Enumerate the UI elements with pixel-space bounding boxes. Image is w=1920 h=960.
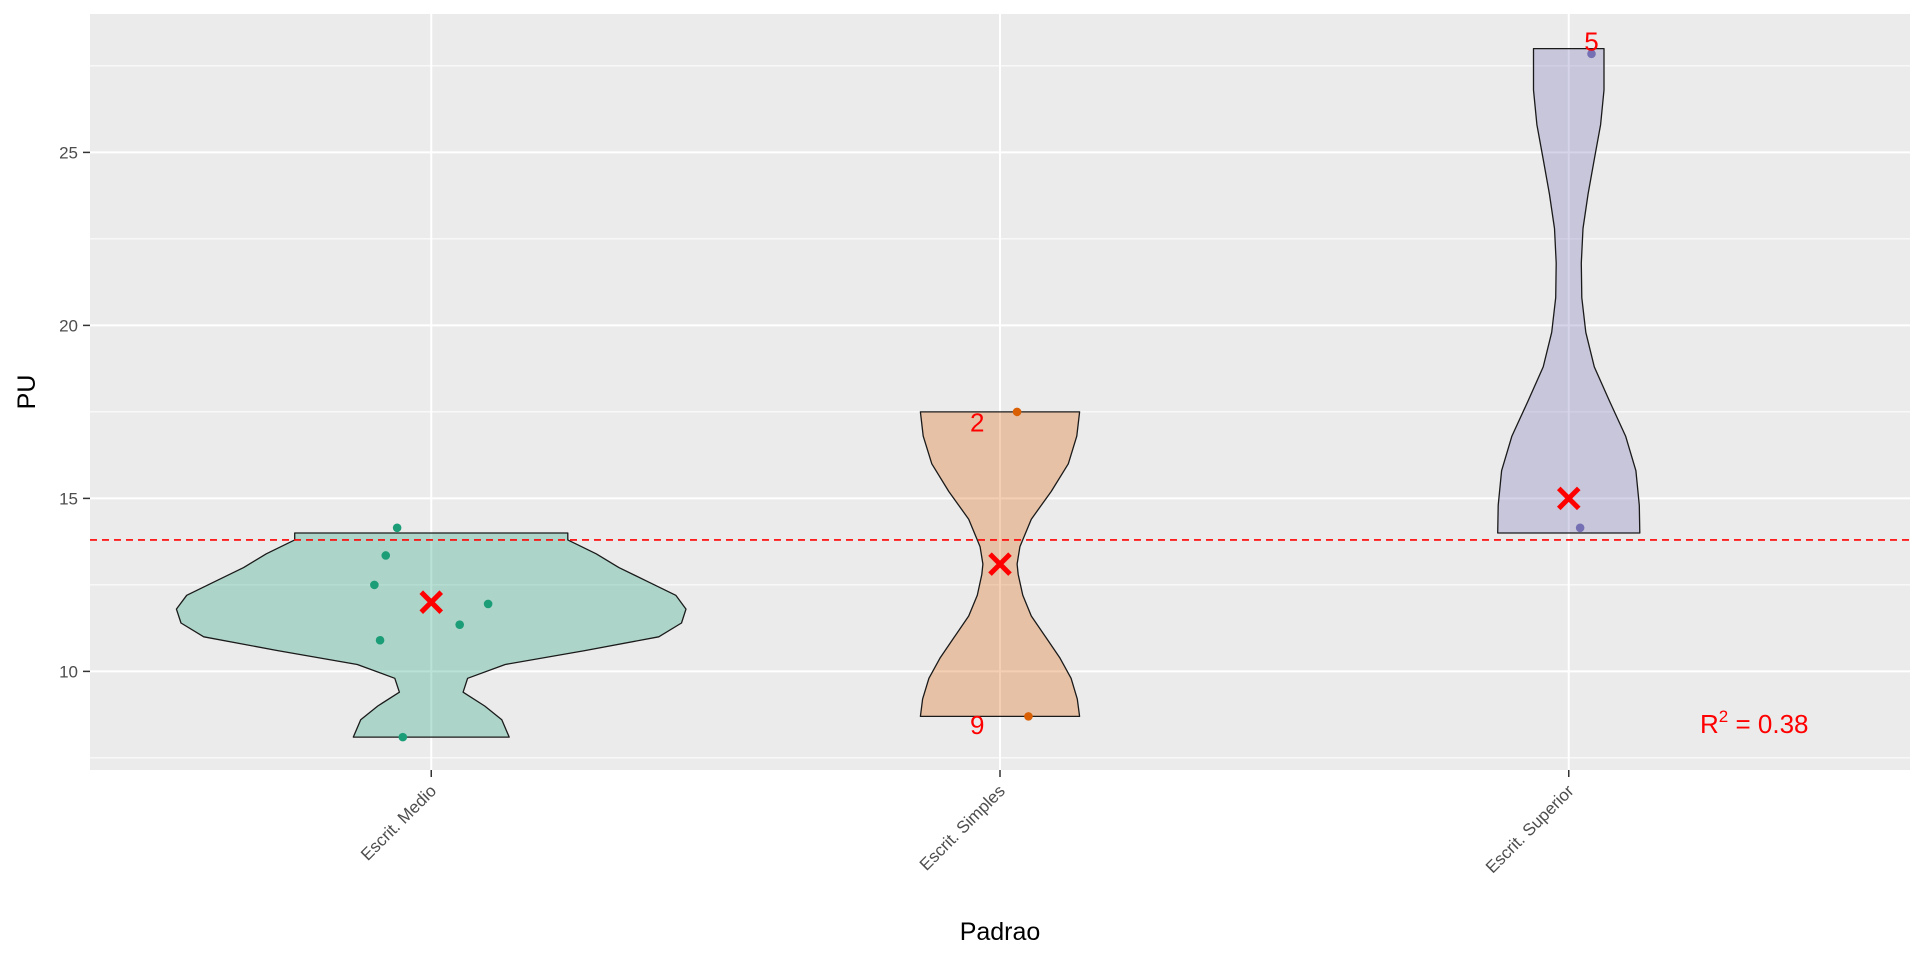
data-point <box>1575 523 1585 533</box>
violin-shape <box>175 532 687 738</box>
data-point <box>1587 49 1596 59</box>
y-tick-label: 15 <box>59 489 78 508</box>
y-tick-label: 25 <box>59 143 78 162</box>
x-axis-title: Padrao <box>960 918 1041 946</box>
data-point <box>455 620 464 629</box>
means <box>419 486 1581 614</box>
x-tick-label: Escrit. Medio <box>357 781 440 864</box>
y-tick-label: 10 <box>59 662 78 681</box>
violins <box>175 47 1641 738</box>
data-point <box>392 523 402 533</box>
points <box>370 49 1596 742</box>
mean-marker <box>988 552 1012 576</box>
data-point <box>398 732 408 742</box>
mean-marker <box>1556 486 1581 511</box>
y-tick-label: 20 <box>59 316 78 335</box>
data-point <box>375 635 385 645</box>
data-point <box>1012 407 1022 417</box>
x-tick-label: Escrit. Simples <box>916 781 1009 874</box>
x-tick-label: Escrit. Superior <box>1482 781 1578 877</box>
data-point <box>483 599 493 609</box>
data-point <box>381 551 391 560</box>
point-label: 9 <box>970 710 984 740</box>
data-point <box>370 580 379 590</box>
point-label: 5 <box>1584 27 1598 57</box>
r2-superscript: 2 <box>1719 707 1728 726</box>
violin-shape <box>1497 47 1641 534</box>
grid-major <box>90 14 1910 770</box>
y-axis-title: PU <box>13 375 41 410</box>
point-label: 2 <box>970 407 984 437</box>
r2-value: = 0.38 <box>1728 709 1808 739</box>
data-point <box>1024 712 1033 721</box>
mean-marker <box>419 590 444 614</box>
r2-prefix: R <box>1700 709 1719 739</box>
point-labels: 9 2 5 <box>970 27 1599 740</box>
r2-annotation: R2 = 0.38 <box>1700 707 1808 739</box>
